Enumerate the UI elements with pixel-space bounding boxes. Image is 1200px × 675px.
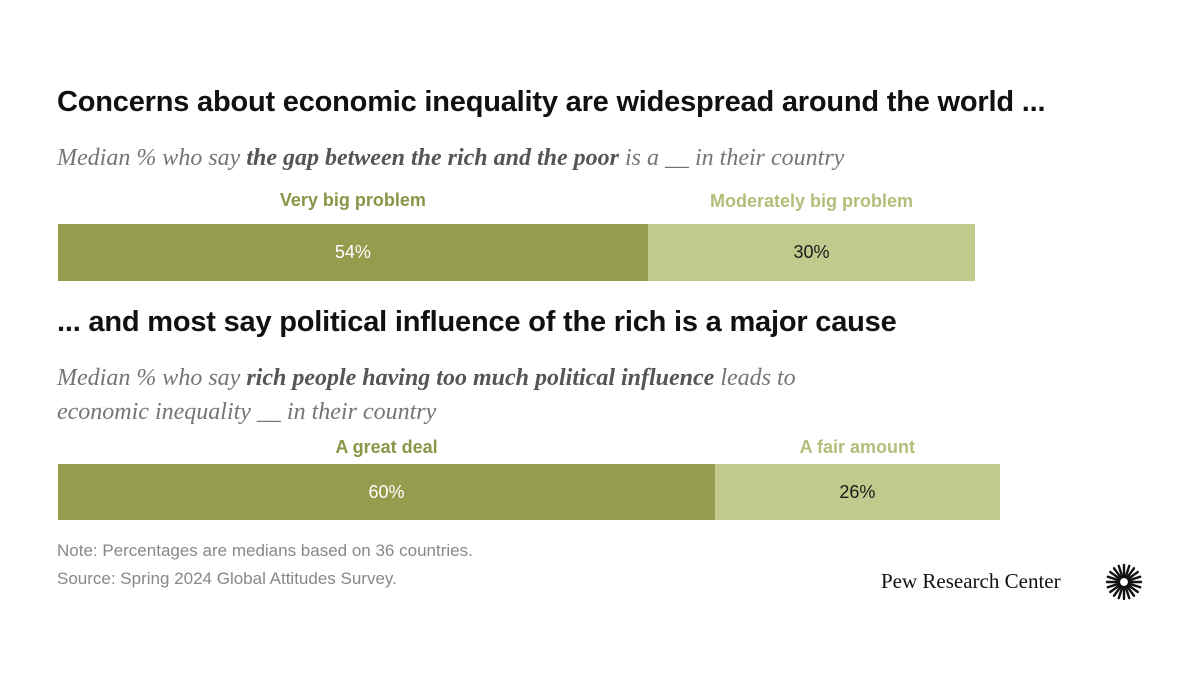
chart1-bar-label-very-big: 54% <box>334 242 371 262</box>
chart1-legend-moderately-big: Moderately big problem <box>709 191 913 211</box>
chart1-subtitle: Median % who say the gap between the ric… <box>57 141 844 175</box>
chart2-legend-great-deal: A great deal <box>335 437 438 457</box>
chart1-bar-moderately-big <box>647 224 976 281</box>
chart1-legend-very-big: Very big problem <box>279 190 426 210</box>
chart2-subtitle-bold: rich people having too much political in… <box>246 365 715 391</box>
chart2-bar-great-deal <box>58 464 715 520</box>
chart2-title: ... and most say political influence of … <box>57 306 897 338</box>
chart1-title: Concerns about economic inequality are w… <box>57 86 1046 118</box>
chart1-bar-very-big <box>58 224 648 281</box>
chart2-bar-label-great-deal: 60% <box>368 482 405 502</box>
chart2-bar-label-fair-amount: 26% <box>839 482 876 502</box>
chart2-subtitle: Median % who say rich people having too … <box>57 361 796 429</box>
chart2-bar-fair-amount <box>715 464 1000 520</box>
chart2-legend-fair-amount: A fair amount <box>799 437 916 457</box>
chart1-bar-label-moderately-big: 30% <box>793 242 830 262</box>
chart2-subtitle-pre: Median % who say <box>57 365 247 391</box>
chart1-subtitle-bold: the gap between the rich and the poor <box>246 145 619 171</box>
chart2-subtitle-line2: economic inequality __ in their country <box>57 399 437 425</box>
pew-sunburst-icon <box>1105 563 1143 601</box>
chart1-subtitle-post: is a __ in their country <box>619 145 845 171</box>
source-text: Source: Spring 2024 Global Attitudes Sur… <box>57 569 397 588</box>
note-text: Note: Percentages are medians based on 3… <box>57 541 473 560</box>
chart1-subtitle-pre: Median % who say <box>57 145 247 171</box>
logo-text: Pew Research Center <box>881 569 1061 593</box>
chart2-subtitle-post: leads to <box>714 365 796 391</box>
